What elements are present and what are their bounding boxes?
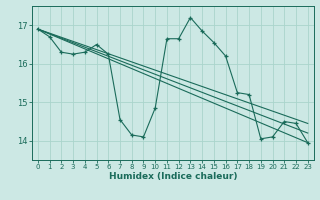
X-axis label: Humidex (Indice chaleur): Humidex (Indice chaleur): [108, 172, 237, 181]
